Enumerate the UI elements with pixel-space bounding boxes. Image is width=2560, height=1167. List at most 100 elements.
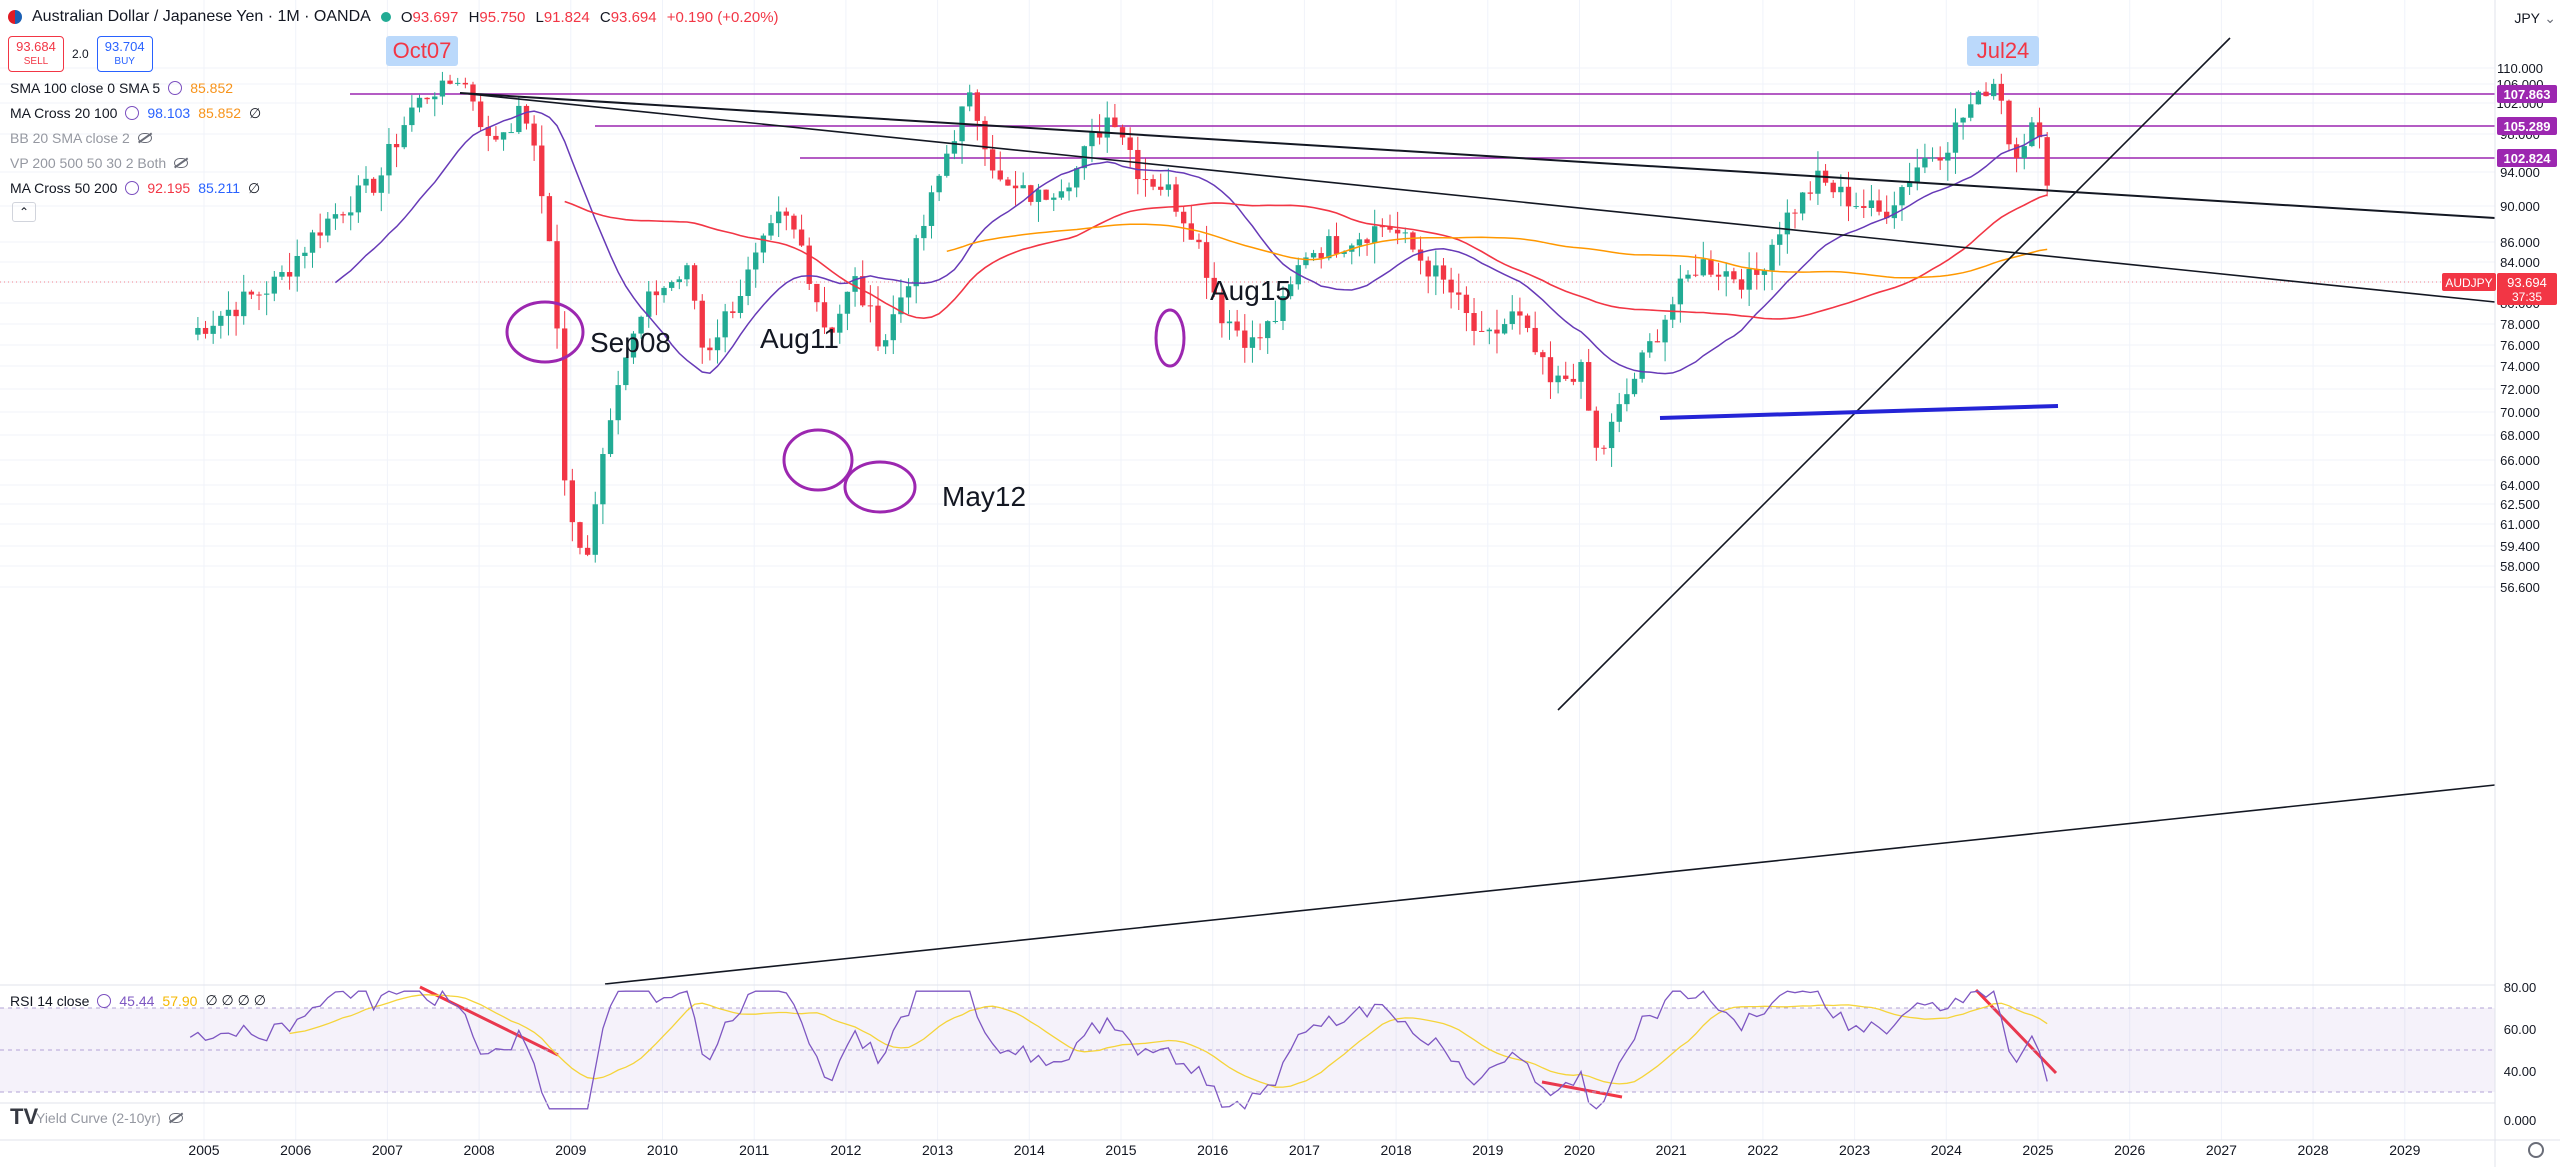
- indicator-name: MA Cross 50 200: [10, 180, 118, 196]
- settings-icon[interactable]: [125, 181, 140, 195]
- divergence-line: [1541, 1080, 1623, 1099]
- candle-body: [1815, 170, 1821, 194]
- time-axis-label: 2016: [1197, 1142, 1228, 1158]
- candle-body: [691, 265, 698, 301]
- time-axis-label: 2027: [2206, 1142, 2237, 1158]
- candle-body: [936, 175, 942, 193]
- candle-body: [1020, 185, 1026, 189]
- collapse-legend-button[interactable]: ⌃: [12, 202, 36, 222]
- indicator-value: 85.211: [198, 180, 240, 196]
- candle-body: [630, 333, 637, 358]
- indicator-row[interactable]: MA Cross 20 100 98.103 85.852 ∅: [10, 103, 261, 123]
- indicator-name: SMA 100 close 0 SMA 5: [10, 80, 161, 96]
- sell-button[interactable]: 93.684 SELL: [8, 36, 64, 72]
- symbol-title[interactable]: Australian Dollar / Japanese Yen · 1M · …: [32, 8, 371, 25]
- candle-body: [485, 127, 491, 136]
- candle-body: [607, 420, 614, 455]
- settings-icon[interactable]: [168, 81, 183, 95]
- indicator-row[interactable]: SMA 100 close 0 SMA 5 85.852: [10, 78, 233, 98]
- candle-body: [233, 309, 239, 317]
- candle-body: [1952, 122, 1959, 153]
- candle-body: [516, 105, 522, 133]
- candle-body: [286, 272, 293, 277]
- candle-body: [401, 125, 407, 148]
- indicator-row[interactable]: MA Cross 50 200 92.195 85.211 ∅: [10, 178, 260, 198]
- chart-note: Sep08: [590, 327, 671, 358]
- hidden-eye-icon[interactable]: [168, 1113, 183, 1123]
- currency-selector[interactable]: JPY: [2514, 10, 2540, 26]
- candle-body: [1180, 211, 1187, 224]
- support-line: [1659, 404, 2059, 420]
- candle-body: [1677, 278, 1684, 305]
- buy-button[interactable]: 93.704 BUY: [96, 36, 153, 72]
- candle-body: [615, 385, 621, 421]
- time-axis-label: 2020: [1564, 1142, 1595, 1158]
- hidden-eye-icon[interactable]: [137, 133, 152, 143]
- hidden-eye-icon[interactable]: [174, 158, 189, 168]
- candle-body: [1853, 206, 1859, 208]
- time-axis-label: 2014: [1014, 1142, 1045, 1158]
- level-badge: 102.824: [2504, 151, 2552, 166]
- candle-body: [1234, 321, 1240, 331]
- candle-body: [684, 265, 690, 280]
- chevron-down-icon[interactable]: ⌄: [2544, 10, 2556, 26]
- candle-body: [1188, 223, 1194, 240]
- candle-body: [1998, 83, 2004, 101]
- ohlc-values: O93.697 H95.750 L91.824 C93.694 +0.190 (…: [400, 8, 779, 26]
- candle-body: [493, 135, 499, 140]
- sell-label: SELL: [23, 56, 49, 67]
- candle-body: [1219, 292, 1225, 324]
- rsi-settings-icon[interactable]: [97, 993, 112, 1008]
- rsi-axis-label: 40.00: [2504, 1064, 2537, 1079]
- candle-body: [2021, 146, 2027, 159]
- indicator-value: 98.103: [147, 105, 191, 121]
- trendline: [459, 92, 2496, 303]
- candle-body: [1379, 226, 1386, 228]
- candle-body: [569, 480, 576, 523]
- candle-body: [1249, 337, 1256, 348]
- rsi-title[interactable]: RSI 14 close: [10, 992, 90, 1009]
- candle-body: [1112, 117, 1118, 128]
- indicator-row[interactable]: BB 20 SMA close 2: [10, 128, 152, 148]
- symbol-badge-box: [2442, 273, 2496, 291]
- candle-body: [378, 175, 384, 193]
- candle-body: [1394, 229, 1401, 234]
- price-axis-label: 56.600: [2500, 580, 2540, 595]
- circle-marker: [782, 428, 854, 492]
- price-axis-label: 76.000: [2500, 338, 2540, 353]
- candle-body: [1891, 205, 1898, 219]
- candle-body: [829, 327, 835, 333]
- candle-body: [210, 325, 216, 334]
- candle-body: [1372, 226, 1378, 243]
- candle-body: [317, 232, 323, 236]
- candle-body: [1096, 132, 1103, 138]
- price-axis-label: 68.000: [2500, 428, 2540, 443]
- candle-body: [1708, 259, 1714, 275]
- candle-body: [1616, 404, 1622, 422]
- candle-body: [974, 92, 981, 121]
- time-axis-label: 2012: [830, 1142, 861, 1158]
- candle-body: [1318, 253, 1324, 259]
- candle-body: [791, 215, 797, 230]
- candle-body: [1074, 168, 1080, 188]
- candle-body: [1028, 185, 1034, 202]
- level-badge: 105.289: [2504, 119, 2551, 134]
- indicator-row[interactable]: VP 200 500 50 30 2 Both: [10, 153, 189, 173]
- candle-body: [1547, 357, 1554, 383]
- candle-body: [1631, 378, 1638, 395]
- yield-title[interactable]: Yield Curve (2-10yr): [36, 1110, 161, 1126]
- candle-body: [1333, 236, 1340, 254]
- time-axis-label: 2023: [1839, 1142, 1870, 1158]
- candle-body: [1448, 279, 1454, 293]
- gear-icon[interactable]: [2528, 1142, 2544, 1158]
- candle-body: [921, 225, 927, 239]
- time-axis-label: 2017: [1289, 1142, 1320, 1158]
- spread-value: 2.0: [72, 47, 89, 61]
- settings-icon[interactable]: [125, 106, 140, 120]
- candle-body: [416, 97, 423, 108]
- candle-body: [539, 145, 545, 197]
- candlestick-series: [195, 71, 2050, 563]
- time-axis-label: 2006: [280, 1142, 311, 1158]
